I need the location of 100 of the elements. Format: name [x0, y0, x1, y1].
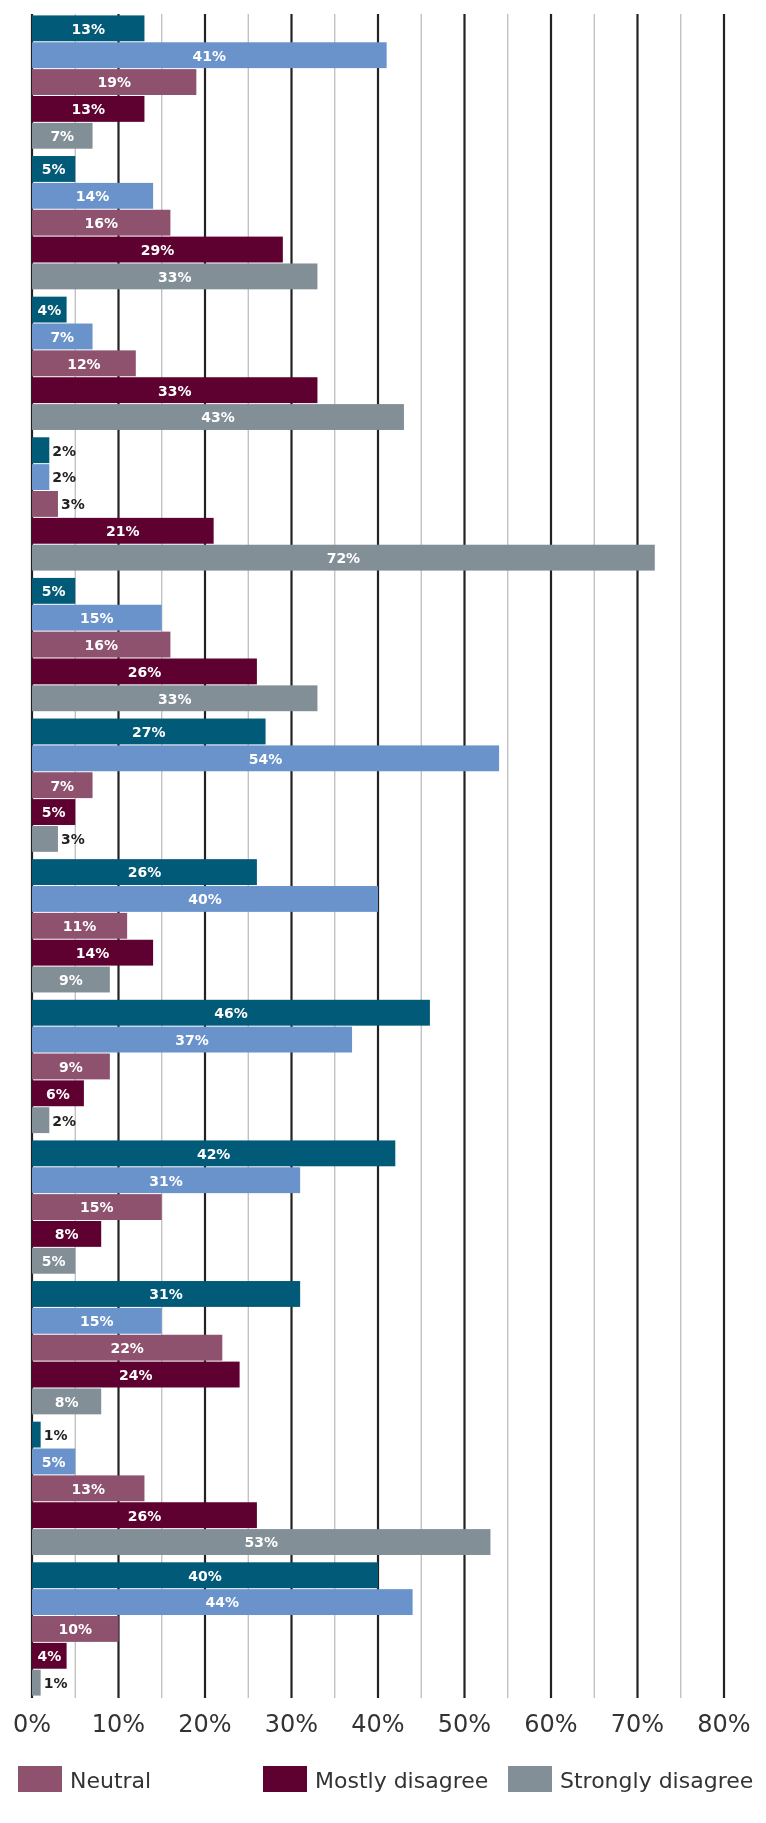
data-label: 2%	[52, 469, 77, 486]
data-label: 15%	[80, 610, 114, 627]
data-label: 5%	[41, 1253, 66, 1270]
data-label: 1%	[43, 1675, 68, 1692]
data-label: 21%	[106, 523, 140, 540]
bar	[32, 1669, 41, 1696]
bar	[32, 377, 318, 404]
data-label: 8%	[54, 1226, 79, 1243]
data-label: 14%	[75, 945, 110, 962]
bar	[32, 1616, 119, 1642]
data-label: 27%	[132, 723, 166, 740]
bar	[32, 464, 50, 490]
bar	[32, 1589, 413, 1616]
bar	[32, 263, 318, 290]
data-label: 5%	[41, 804, 66, 821]
data-label: 16%	[84, 636, 118, 653]
data-label: 31%	[149, 1172, 183, 1189]
data-label: 5%	[41, 161, 66, 178]
data-label: 13%	[71, 101, 105, 118]
data-label: 3%	[60, 496, 85, 513]
bar	[32, 604, 162, 631]
bar	[32, 1281, 301, 1307]
bar	[32, 1026, 353, 1053]
data-label: 8%	[54, 1393, 79, 1410]
bar	[32, 15, 145, 42]
bar	[32, 42, 387, 69]
data-label: 40%	[188, 891, 222, 908]
bar	[32, 437, 50, 464]
data-label: 24%	[119, 1366, 153, 1383]
data-label: 31%	[149, 1286, 183, 1303]
data-label: 53%	[244, 1534, 278, 1551]
x-tick-label: 10%	[91, 1710, 146, 1738]
bar	[32, 350, 136, 377]
bar	[32, 912, 128, 939]
data-label: 2%	[52, 442, 77, 459]
data-label: 43%	[201, 409, 235, 426]
data-label: 42%	[196, 1145, 231, 1162]
data-label: 54%	[248, 750, 283, 767]
data-label: 29%	[140, 241, 175, 258]
data-label: 44%	[205, 1594, 240, 1611]
bar	[32, 1388, 102, 1415]
bar	[32, 491, 58, 517]
data-label: 2%	[52, 1112, 77, 1129]
data-label: 3%	[60, 831, 85, 848]
data-label: 33%	[157, 268, 192, 285]
data-label: 16%	[84, 215, 118, 232]
bar	[32, 631, 171, 658]
data-label: 11%	[62, 918, 97, 935]
data-label: 40%	[188, 1567, 222, 1584]
bar	[32, 718, 266, 745]
x-tick-label: 50%	[437, 1710, 492, 1738]
x-tick-label: 60%	[524, 1710, 578, 1738]
bar	[32, 95, 145, 122]
bar	[32, 182, 154, 209]
data-label: 4%	[37, 301, 62, 318]
data-label: 37%	[175, 1031, 209, 1048]
data-label: 41%	[192, 47, 227, 64]
data-label: 13%	[71, 20, 105, 37]
data-label: 10%	[58, 1621, 93, 1638]
bar	[32, 1361, 240, 1388]
data-label: 7%	[50, 777, 75, 794]
data-label: 7%	[50, 328, 75, 345]
bar	[32, 1475, 145, 1502]
bar	[32, 1502, 257, 1529]
x-tick-label: 40%	[351, 1710, 405, 1738]
legend-label: Strongly disagree	[560, 1767, 754, 1793]
x-tick-label: 20%	[178, 1710, 232, 1738]
data-label: 26%	[127, 1507, 162, 1524]
x-tick-label: 70%	[610, 1710, 665, 1738]
bar	[32, 685, 318, 712]
data-label: 33%	[157, 382, 192, 399]
bar	[32, 859, 257, 886]
data-label: 22%	[110, 1340, 144, 1357]
data-label: 7%	[50, 128, 75, 145]
bar	[32, 772, 93, 799]
bar	[32, 999, 430, 1026]
bar	[32, 122, 93, 149]
bar	[32, 1421, 41, 1448]
bar	[32, 1221, 102, 1247]
data-label: 5%	[41, 1453, 66, 1470]
data-label: 15%	[80, 1313, 114, 1330]
bar	[32, 1194, 162, 1220]
data-label: 19%	[97, 74, 131, 91]
data-label: 26%	[127, 864, 162, 881]
bar	[32, 517, 214, 544]
bar	[32, 745, 500, 772]
bar	[32, 69, 197, 95]
bar	[32, 544, 655, 571]
data-label: 12%	[67, 355, 101, 372]
bar	[32, 209, 171, 236]
legend-label: Mostly disagree	[315, 1767, 489, 1793]
bar	[32, 1529, 491, 1555]
data-label: 26%	[127, 663, 162, 680]
bar	[32, 1167, 301, 1194]
x-tick-label: 80%	[697, 1710, 751, 1738]
data-label: 1%	[43, 1427, 68, 1443]
data-label: 5%	[41, 583, 66, 600]
bar	[32, 886, 378, 912]
bar	[32, 658, 257, 685]
bar	[32, 236, 283, 263]
